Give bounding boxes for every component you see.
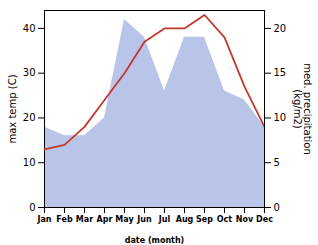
svg-text:Feb: Feb — [56, 215, 73, 224]
svg-text:10: 10 — [274, 112, 287, 123]
svg-text:Apr: Apr — [97, 215, 113, 224]
svg-text:date (month): date (month) — [125, 236, 185, 245]
svg-text:30: 30 — [23, 67, 36, 78]
svg-text:Nov: Nov — [236, 215, 254, 224]
svg-text:Dec: Dec — [256, 215, 273, 224]
svg-text:40: 40 — [23, 23, 36, 34]
svg-text:20: 20 — [23, 112, 36, 123]
svg-text:Jul: Jul — [158, 215, 171, 224]
svg-text:0: 0 — [274, 202, 280, 213]
svg-text:20: 20 — [274, 23, 287, 34]
svg-text:May: May — [115, 215, 134, 224]
svg-text:15: 15 — [274, 67, 287, 78]
svg-text:Jun: Jun — [136, 215, 152, 224]
svg-text:0: 0 — [29, 202, 35, 213]
svg-text:Oct: Oct — [217, 215, 233, 224]
svg-text:10: 10 — [23, 157, 36, 168]
svg-text:med. precipitation(kg/m2): med. precipitation(kg/m2) — [292, 63, 313, 155]
svg-text:Jan: Jan — [36, 215, 51, 224]
svg-text:Aug: Aug — [176, 215, 194, 224]
svg-text:Sep: Sep — [196, 215, 213, 224]
svg-text:max temp (C): max temp (C) — [7, 74, 18, 143]
svg-text:5: 5 — [274, 157, 280, 168]
svg-text:Mar: Mar — [76, 215, 93, 224]
